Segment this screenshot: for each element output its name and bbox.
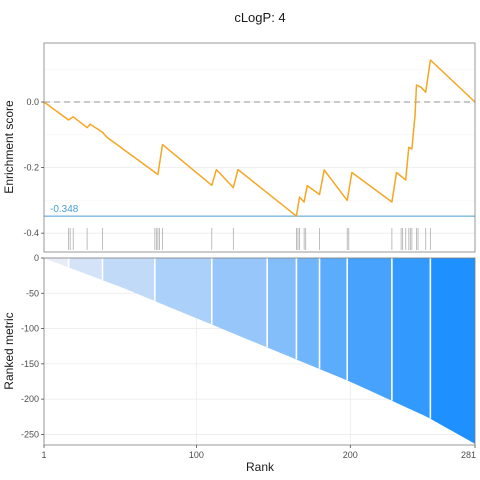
ranked-metric-y-tick-label-0: 0: [34, 253, 39, 263]
ranked-metric-y-tick-label-4: -200: [21, 394, 39, 404]
rank-x-tick-label-3: 281: [461, 450, 476, 460]
ranked-metric-panel: 0 -50 -100 -150 -200 -250 1 100 200 281 Ranked m…: [2, 253, 476, 474]
ranked-metric-y-tick-label-3: -150: [21, 359, 39, 369]
ranked-metric-panel-border: [43, 257, 476, 446]
enrichment-score-line: [43, 59, 476, 217]
ranked-metric-y-tick-label-1: -50: [26, 288, 39, 298]
enrichment-panel: -0.348 0.0 -0.2 -0.4 Enrichment score: [2, 42, 476, 253]
rank-x-tick-label-1: 100: [189, 450, 204, 460]
chart-title: cLogP: 4: [234, 10, 285, 25]
rank-x-ticks: 1 100 200 281: [41, 445, 476, 460]
ranked-metric-separators: [67, 258, 432, 419]
rank-x-tick-label-2: 200: [343, 450, 358, 460]
hit-marks: [68, 228, 431, 250]
enrichment-y-tick-label-2: -0.4: [23, 228, 39, 238]
enrichment-panel-background: [44, 43, 475, 252]
ranked-metric-band-5: [266, 258, 297, 360]
ranked-metric-band-9: [391, 258, 431, 419]
rank-x-tick-label-0: 1: [41, 450, 46, 460]
ranked-metric-bands: [44, 258, 475, 444]
ranked-metric-y-tick-label-5: -250: [21, 429, 39, 439]
enrichment-y-axis-title: Enrichment score: [2, 100, 16, 194]
ranked-metric-band-8: [346, 258, 393, 401]
ranked-metric-y-tick-label-2: -100: [21, 324, 39, 334]
minimum-es-label: -0.348: [50, 204, 79, 215]
ranked-metric-y-ticks: 0 -50 -100 -150 -200 -250: [21, 253, 44, 439]
enrichment-panel-border: [43, 42, 476, 253]
enrichment-y-tick-label-0: 0.0: [26, 97, 39, 107]
ranked-metric-band-7: [319, 258, 348, 381]
ranked-metric-band-6: [296, 258, 320, 370]
ranked-metric-band-10: [430, 258, 475, 444]
enrichment-y-ticks: 0.0 -0.2 -0.4: [23, 97, 44, 238]
ranked-metric-y-axis-title: Ranked metric: [2, 312, 16, 389]
enrichment-y-tick-label-1: -0.2: [23, 163, 39, 173]
rank-x-axis-title: Rank: [246, 460, 275, 474]
